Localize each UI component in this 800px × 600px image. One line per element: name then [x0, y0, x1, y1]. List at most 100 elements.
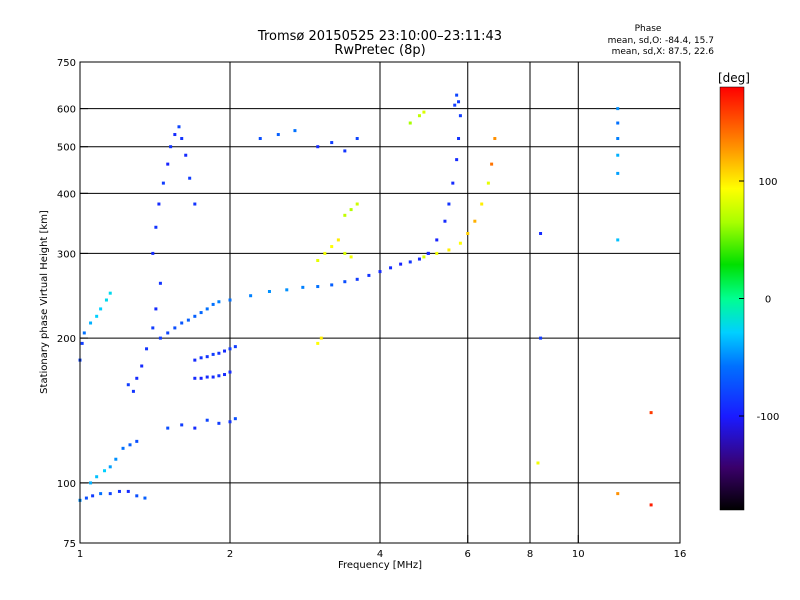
phase-point: [158, 281, 162, 285]
phase-point: [95, 314, 99, 318]
phase-point: [330, 245, 334, 249]
phase-point: [417, 257, 421, 261]
phase-point: [135, 376, 139, 380]
phase-point: [455, 93, 459, 97]
phase-point: [323, 251, 327, 255]
phase-point: [285, 288, 289, 292]
phase-point: [199, 356, 203, 360]
colorbar-ticks: 100 0 -100: [739, 177, 779, 423]
colorbar-tick-label: 0: [765, 295, 771, 306]
phase-point: [316, 341, 320, 345]
phase-point: [117, 489, 121, 493]
phase-point: [169, 145, 173, 149]
colorbar-tick-label: -100: [757, 412, 780, 423]
phase-point: [233, 345, 237, 349]
y-tick-label: 100: [57, 479, 76, 490]
phase-point: [199, 311, 203, 315]
phase-point: [457, 137, 461, 141]
phase-point: [140, 364, 144, 368]
phase-point: [616, 153, 620, 157]
phase-point: [82, 331, 86, 335]
phase-point: [336, 238, 340, 242]
phase-point: [199, 376, 203, 380]
phase-point: [180, 137, 184, 141]
phase-point: [473, 219, 477, 223]
phase-point: [177, 125, 181, 129]
phase-point: [154, 307, 158, 311]
phase-point: [258, 137, 262, 141]
phase-point: [180, 423, 184, 427]
phase-point: [316, 258, 320, 262]
phase-point: [211, 375, 215, 379]
phase-point: [205, 418, 209, 422]
phase-stats-line-x: mean, sd,X: 87.5, 22.6: [612, 47, 715, 57]
phase-point: [422, 255, 426, 259]
phase-point: [301, 285, 305, 289]
phase-point: [89, 321, 93, 325]
phase-point: [103, 469, 107, 473]
phase-point: [267, 289, 271, 293]
phase-point: [458, 241, 462, 245]
phase-point: [422, 110, 426, 114]
y-tick-label: 300: [57, 249, 76, 260]
phase-point: [151, 251, 155, 255]
phase-point: [205, 355, 209, 359]
phase-point: [108, 492, 112, 496]
phase-point: [193, 202, 197, 206]
phase-point: [126, 489, 130, 493]
axis-ticks: 1 2 4 6 8 10 16 75 100 200 300 400 500 600 750: [57, 58, 686, 560]
phase-stats-line-o: mean, sd,O: -84.4, 15.7: [608, 36, 714, 46]
phase-point: [188, 176, 192, 180]
phase-point: [157, 202, 161, 206]
phase-point: [355, 277, 359, 281]
phase-point: [143, 496, 147, 500]
phase-point: [180, 321, 184, 325]
phase-point: [99, 492, 103, 496]
phase-point: [217, 374, 221, 378]
phase-point: [616, 492, 620, 496]
phase-point: [616, 107, 620, 111]
phase-point: [114, 457, 118, 461]
phase-point: [443, 219, 447, 223]
phase-point: [447, 248, 451, 252]
phase-point: [126, 383, 130, 387]
phase-point: [316, 145, 320, 149]
phase-point: [223, 349, 227, 353]
y-tick-label: 750: [57, 58, 76, 69]
phase-point: [447, 202, 451, 206]
phase-point: [135, 439, 139, 443]
phase-point: [480, 202, 484, 206]
grid-lines: [80, 62, 680, 543]
phase-point: [233, 417, 237, 421]
y-axis-label: Stationary phase Virtual Height [km]: [39, 210, 50, 394]
phase-point: [249, 294, 253, 298]
phase-point: [128, 443, 132, 447]
chart-title-line1: Tromsø 20150525 23:10:00–23:11:43: [257, 29, 502, 44]
y-tick-label: 200: [57, 334, 76, 345]
phase-point: [166, 331, 170, 335]
phase-point: [616, 171, 620, 175]
phase-point: [99, 307, 103, 311]
phase-point: [158, 336, 162, 340]
phase-point: [539, 231, 543, 235]
scatter-points: [78, 93, 653, 507]
phase-point: [228, 420, 232, 424]
phase-point: [223, 373, 227, 377]
phase-point: [319, 336, 323, 340]
phase-point: [389, 266, 393, 270]
phase-point: [490, 162, 494, 166]
phase-point: [173, 326, 177, 330]
phase-point: [649, 411, 653, 415]
phase-point: [217, 421, 221, 425]
phase-point: [193, 358, 197, 362]
phase-point: [616, 121, 620, 125]
phase-point: [316, 285, 320, 289]
phase-point: [435, 238, 439, 242]
phase-point: [217, 351, 221, 355]
phase-point: [435, 251, 439, 255]
phase-point: [367, 273, 371, 277]
phase-point: [228, 370, 232, 374]
phase-point: [104, 298, 108, 302]
phase-point: [205, 307, 209, 311]
